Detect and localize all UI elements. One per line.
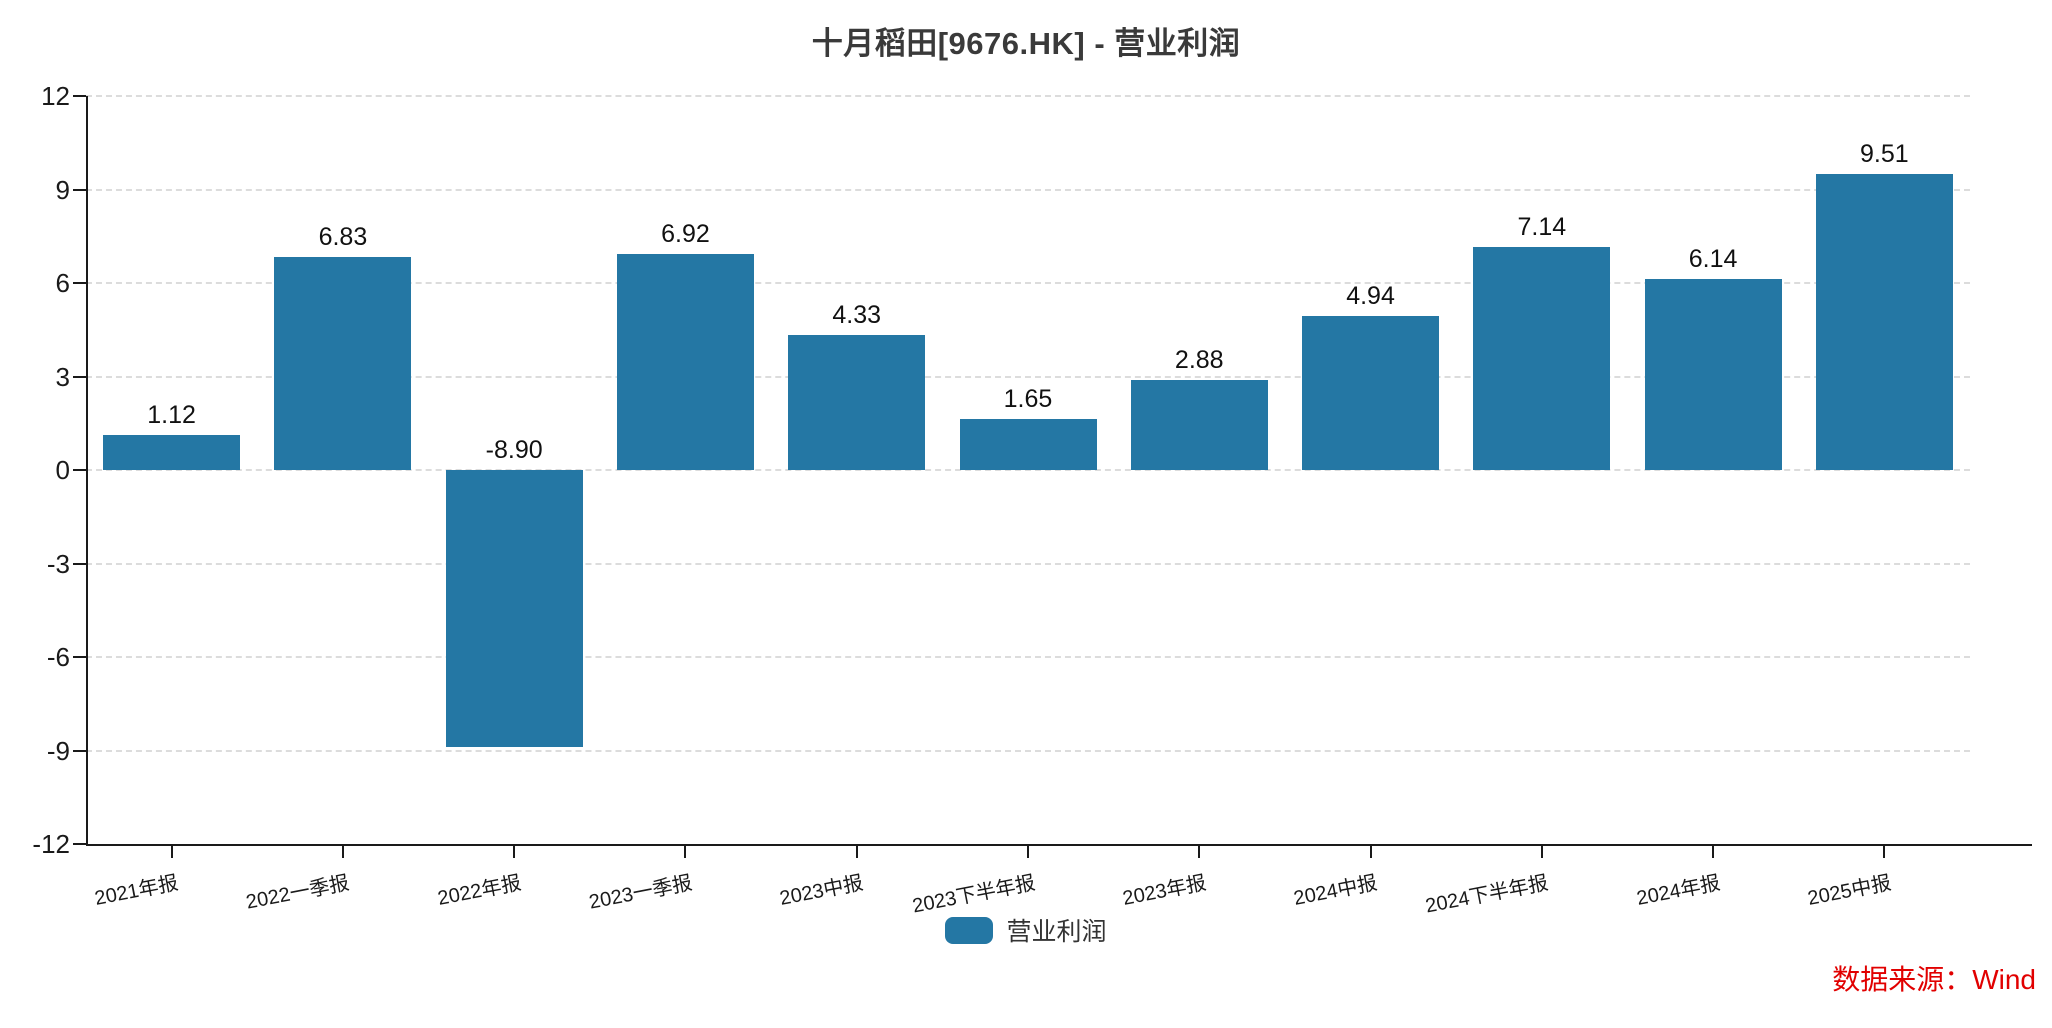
data-source-note: 数据来源：Wind xyxy=(1832,964,2036,995)
bar xyxy=(1302,316,1440,470)
legend-swatch xyxy=(945,916,994,944)
x-axis-tick-label: 2023下半年报 xyxy=(910,872,1037,918)
x-axis-tick xyxy=(1540,846,1543,858)
bar xyxy=(103,435,241,470)
x-axis-tick-label: 2025中报 xyxy=(1805,872,1893,910)
y-axis-tick xyxy=(73,188,86,191)
bar-value-label: -8.90 xyxy=(485,436,543,464)
bar xyxy=(616,254,754,470)
x-axis-tick-label: 2024中报 xyxy=(1291,872,1380,910)
y-gridline xyxy=(86,282,1970,284)
x-axis-line xyxy=(86,844,2032,846)
bar-value-label: 1.65 xyxy=(1003,384,1053,413)
x-axis-tick xyxy=(855,846,858,858)
bar-value-label: 9.51 xyxy=(1860,139,1909,168)
x-axis-tick-label: 2023年报 xyxy=(1120,872,1208,910)
bar-value-label: 6.92 xyxy=(661,220,710,249)
x-axis-tick xyxy=(1027,846,1029,858)
y-axis-tick-label: -9 xyxy=(46,735,70,766)
x-axis-tick-label: 2021年报 xyxy=(93,872,181,910)
x-axis-tick xyxy=(1883,846,1886,858)
bar-value-label: 2.88 xyxy=(1174,346,1224,375)
y-axis-tick xyxy=(73,562,86,565)
y-axis-tick xyxy=(73,656,86,658)
bar xyxy=(1644,278,1782,470)
bar xyxy=(788,335,926,470)
y-axis-tick-label: 0 xyxy=(55,455,70,485)
x-axis-tick xyxy=(513,846,516,858)
x-axis-tick-label: 2023一季报 xyxy=(587,872,695,914)
y-gridline xyxy=(86,656,1970,658)
legend-label: 营业利润 xyxy=(1006,918,1107,946)
x-axis-tick-label: 2023中报 xyxy=(778,872,866,910)
x-axis-tick xyxy=(1198,846,1201,858)
y-axis-tick-label: -12 xyxy=(32,829,70,859)
bar-value-label: 1.12 xyxy=(147,401,196,430)
y-axis-line xyxy=(86,96,88,844)
y-axis-tick-label: 9 xyxy=(55,174,70,205)
y-axis-tick-label: 6 xyxy=(55,268,70,298)
y-axis-tick xyxy=(73,375,86,378)
y-axis-tick xyxy=(73,95,86,97)
bar-value-label: 7.14 xyxy=(1517,213,1567,242)
y-axis-tick-label: -3 xyxy=(46,548,70,579)
y-gridline xyxy=(86,469,1970,471)
x-axis-tick-label: 2022年报 xyxy=(435,872,523,910)
y-gridline xyxy=(86,95,1970,97)
chart-title: 十月稻田[9676.HK] - 营业利润 xyxy=(811,26,1241,61)
y-gridline xyxy=(86,375,1970,378)
bar-value-label: 6.83 xyxy=(318,223,368,252)
bar-value-label: 4.33 xyxy=(832,301,882,330)
y-gridline xyxy=(86,562,1970,565)
bar xyxy=(1473,247,1611,470)
bar-value-label: 6.14 xyxy=(1688,244,1738,273)
x-axis-tick-label: 2022一季报 xyxy=(244,872,352,914)
x-axis-tick xyxy=(341,846,344,858)
bar xyxy=(274,257,412,470)
y-axis-tick-label: -6 xyxy=(46,642,70,672)
y-axis-tick xyxy=(73,282,86,284)
y-axis-tick xyxy=(73,749,86,752)
bar xyxy=(1130,380,1268,470)
x-axis-tick-label: 2024年报 xyxy=(1634,872,1722,910)
bar xyxy=(1815,173,1953,470)
y-axis-tick xyxy=(73,469,86,471)
legend: 营业利润 xyxy=(0,912,2052,948)
y-axis-tick-label: 3 xyxy=(55,361,70,392)
x-axis-tick xyxy=(1712,846,1715,858)
y-axis-tick-label: 12 xyxy=(41,81,70,111)
y-gridline xyxy=(86,749,1970,752)
x-axis-tick xyxy=(170,846,173,858)
bar-value-label: 4.94 xyxy=(1346,282,1395,311)
x-axis-tick-label: 2024下半年报 xyxy=(1423,872,1551,918)
bar xyxy=(445,470,583,748)
y-axis-tick xyxy=(73,843,86,845)
y-gridline xyxy=(86,188,1970,191)
x-axis-tick xyxy=(684,846,687,858)
x-axis-tick xyxy=(1369,846,1372,858)
bar xyxy=(959,418,1097,470)
